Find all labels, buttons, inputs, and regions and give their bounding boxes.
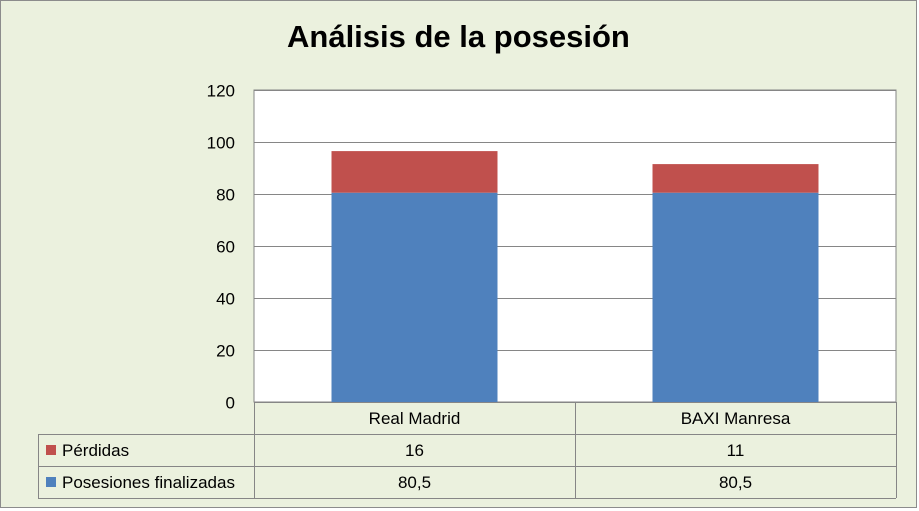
bar-segment bbox=[652, 164, 819, 193]
category-label: Real Madrid bbox=[369, 409, 461, 428]
y-tick-label: 40 bbox=[216, 290, 235, 309]
legend-label: Pérdidas bbox=[62, 441, 129, 460]
y-tick-label: 100 bbox=[207, 134, 235, 153]
legend-key bbox=[46, 445, 56, 455]
data-table-value: 80,5 bbox=[719, 473, 752, 492]
legend-label: Posesiones finalizadas bbox=[62, 473, 235, 492]
y-tick-label: 60 bbox=[216, 238, 235, 257]
category-label: BAXI Manresa bbox=[681, 409, 791, 428]
bar-segment bbox=[652, 192, 819, 402]
y-tick-label: 20 bbox=[216, 342, 235, 361]
data-table-value: 80,5 bbox=[398, 473, 431, 492]
data-table-value: 16 bbox=[405, 441, 424, 460]
legend-key bbox=[46, 477, 56, 487]
bar-segment bbox=[331, 151, 498, 193]
y-tick-label: 120 bbox=[207, 82, 235, 101]
y-tick-label: 80 bbox=[216, 186, 235, 205]
data-table-value: 11 bbox=[727, 441, 745, 460]
y-tick-label: 0 bbox=[226, 394, 235, 413]
bar-segment bbox=[331, 192, 498, 402]
chart-title: Análisis de la posesión bbox=[287, 19, 630, 54]
